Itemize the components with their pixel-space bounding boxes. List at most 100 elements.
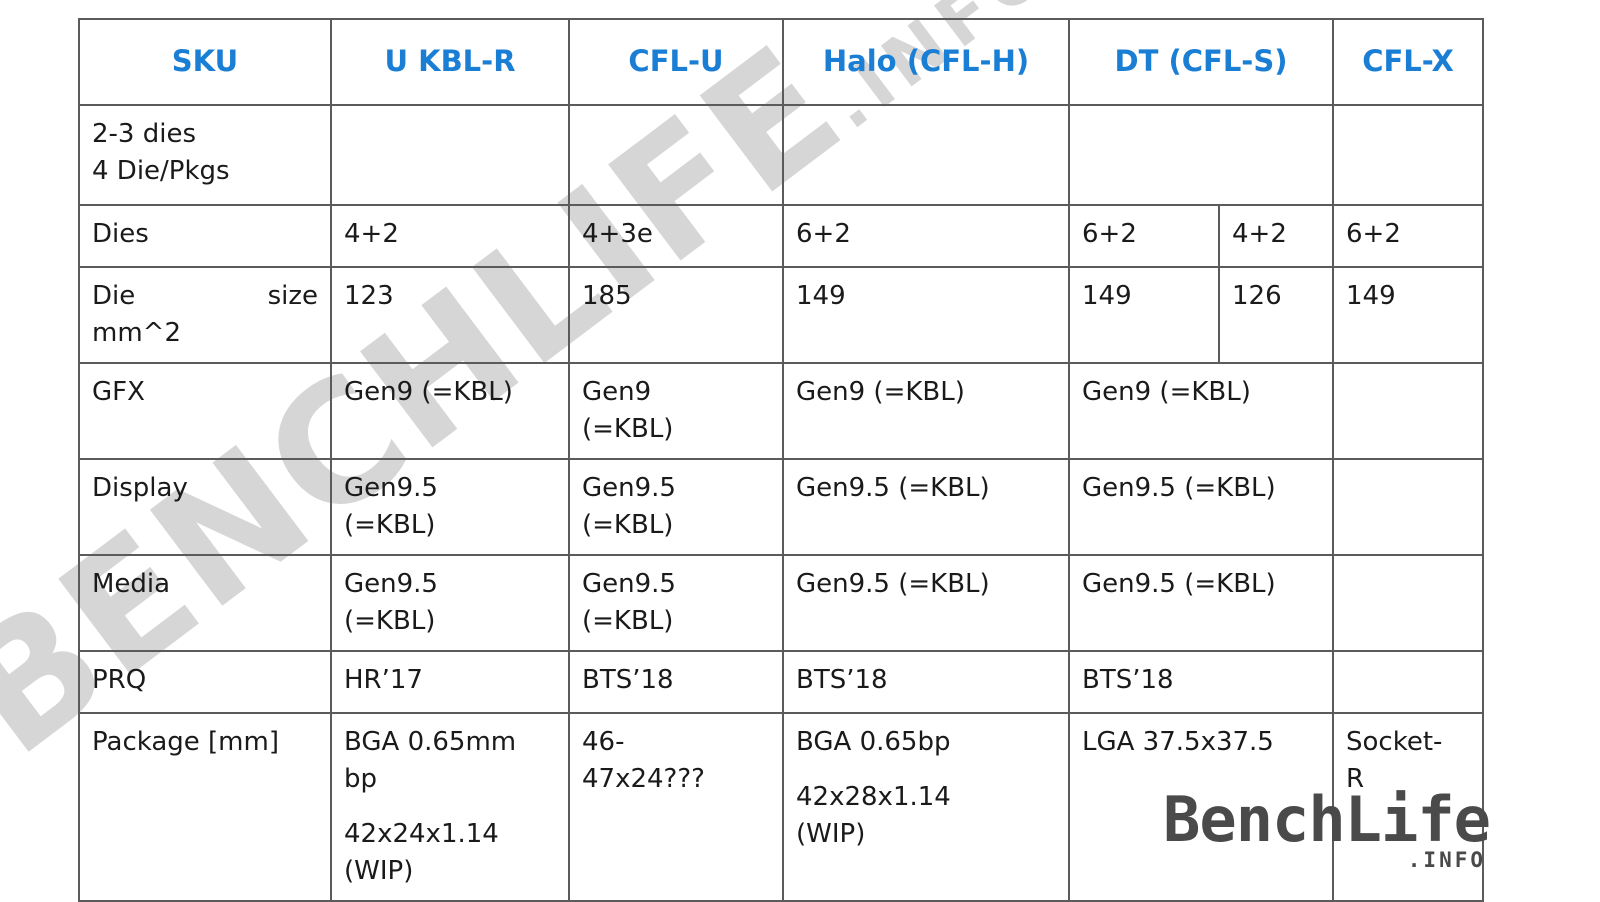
cell-display-cflx [1332, 458, 1485, 556]
row-label-dies-pkgs: 2-3 dies 4 Die/Pkgs [78, 104, 332, 206]
cell-line: 47x24??? [582, 763, 705, 794]
cell-dies-dt-a: 6+2 [1068, 204, 1220, 268]
cell-line: (=KBL) [344, 605, 436, 636]
cell-line: 123 [344, 281, 394, 311]
cell-line: Gen9.5 [344, 473, 438, 503]
column-header-cflu: CFL-U [568, 18, 784, 106]
cell-package-halo: BGA 0.65bp 42x28x1.14 (WIP) [782, 712, 1070, 902]
table-row: Die size mm^2 123 185 149 149 [78, 266, 1485, 364]
row-label-line: Media [92, 569, 171, 599]
cell-dies-pkgs-halo [782, 104, 1070, 206]
table-row: 2-3 dies 4 Die/Pkgs [78, 104, 1485, 206]
cell-line: 4+2 [344, 219, 399, 249]
row-label-line: Dies [92, 219, 149, 249]
cell-line: Gen9 (=KBL) [796, 377, 965, 407]
cell-line: R [1346, 763, 1365, 794]
column-header-dt: DT (CFL-S) [1067, 18, 1335, 106]
cell-die-size-dt-b: 126 [1217, 266, 1335, 364]
cell-line: Gen9.5 (=KBL) [1082, 473, 1276, 503]
row-label-package: Package [mm] [78, 712, 332, 902]
cell-dies-pkgs-dt [1067, 104, 1335, 206]
table-row: Display Gen9.5 (=KBL) Gen9.5 (=KBL) Gen9… [78, 458, 1485, 556]
row-label-line: Package [mm] [92, 727, 279, 757]
row-label-line: PRQ [92, 665, 147, 695]
cell-line: Gen9 (=KBL) [344, 377, 513, 407]
row-label-die-size: Die size mm^2 [78, 266, 332, 364]
cell-die-size-kblr: 123 [330, 266, 570, 364]
cell-line: 42x24x1.14 [344, 818, 499, 849]
cell-gfx-dt: Gen9 (=KBL) [1067, 362, 1335, 460]
cell-line: BTS’18 [1082, 665, 1174, 695]
cell-dies-pkgs-cflx [1332, 104, 1485, 206]
cell-line: Gen9.5 (=KBL) [1082, 569, 1276, 599]
cell-dies-halo: 6+2 [782, 204, 1070, 268]
row-label-part: Die [92, 281, 136, 311]
cell-dies-dt-b: 4+2 [1217, 204, 1335, 268]
row-label-dies: Dies [78, 204, 332, 268]
cell-line: 6+2 [1082, 219, 1137, 249]
cell-gfx-halo: Gen9 (=KBL) [782, 362, 1070, 460]
cell-line: BTS’18 [582, 665, 674, 695]
cell-dies-pkgs-cflu [568, 104, 784, 206]
cell-line: (WIP) [344, 855, 414, 886]
cell-line: BGA 0.65bp [796, 727, 951, 757]
cell-line: BTS’18 [796, 665, 888, 695]
spec-table-container: SKU U KBL-R CFL-U Halo (CFL-H) DT (CFL-S… [78, 18, 1485, 902]
row-label-line: mm^2 [92, 317, 181, 348]
cell-line: 4+3e [582, 219, 653, 249]
cell-line: (=KBL) [582, 413, 674, 444]
column-header-sku: SKU [78, 18, 332, 106]
cell-line: Gen9.5 (=KBL) [796, 569, 990, 599]
cell-media-cflu: Gen9.5 (=KBL) [568, 554, 784, 652]
table-row: Package [mm] BGA 0.65mm bp 42x24x1.14 (W… [78, 712, 1485, 902]
cell-line: Gen9.5 [582, 473, 676, 503]
cell-line: 126 [1232, 281, 1282, 311]
cell-dies-cflx: 6+2 [1332, 204, 1485, 268]
column-header-kblr: U KBL-R [330, 18, 570, 106]
row-label-line: 4 Die/Pkgs [92, 155, 230, 186]
row-label-line: Display [92, 473, 188, 503]
cell-display-kblr: Gen9.5 (=KBL) [330, 458, 570, 556]
cell-line: (=KBL) [582, 509, 674, 540]
row-label-line: 2-3 dies [92, 119, 196, 149]
cell-media-cflx [1332, 554, 1485, 652]
cell-dies-cflu: 4+3e [568, 204, 784, 268]
header-row: SKU U KBL-R CFL-U Halo (CFL-H) DT (CFL-S… [78, 18, 1485, 106]
cell-line: 185 [582, 281, 632, 311]
cell-line: 46- [582, 727, 625, 757]
cell-line: Gen9.5 (=KBL) [796, 473, 990, 503]
cell-line: 42x28x1.14 [796, 781, 951, 812]
row-label-gfx: GFX [78, 362, 332, 460]
cell-package-dt: LGA 37.5x37.5 [1067, 712, 1335, 902]
cell-line: Gen9.5 [582, 569, 676, 599]
cell-line: 149 [1346, 281, 1396, 311]
cell-line: HR’17 [344, 665, 423, 695]
cell-line: bp [344, 763, 378, 794]
table-row: Media Gen9.5 (=KBL) Gen9.5 (=KBL) Gen9.5… [78, 554, 1485, 652]
cell-die-size-dt-a: 149 [1068, 266, 1220, 364]
cell-media-kblr: Gen9.5 (=KBL) [330, 554, 570, 652]
row-label-media: Media [78, 554, 332, 652]
table-row: Dies 4+2 4+3e 6+2 6+2 4+2 6+2 [78, 204, 1485, 268]
cell-prq-dt: BTS’18 [1067, 650, 1335, 714]
cell-prq-cflx [1332, 650, 1485, 714]
cell-die-size-cflu: 185 [568, 266, 784, 364]
cell-display-cflu: Gen9.5 (=KBL) [568, 458, 784, 556]
cell-package-cflx: Socket- R [1332, 712, 1485, 902]
cell-prq-halo: BTS’18 [782, 650, 1070, 714]
row-label-prq: PRQ [78, 650, 332, 714]
cell-line: 4+2 [1232, 219, 1287, 249]
table-body: 2-3 dies 4 Die/Pkgs Dies 4+2 4+3e [78, 104, 1485, 902]
row-label-display: Display [78, 458, 332, 556]
row-label-line: Die size [92, 278, 318, 315]
cell-die-size-halo: 149 [782, 266, 1070, 364]
cell-prq-kblr: HR’17 [330, 650, 570, 714]
cell-prq-cflu: BTS’18 [568, 650, 784, 714]
cell-line: BGA 0.65mm [344, 727, 517, 757]
cell-package-kblr: BGA 0.65mm bp 42x24x1.14 (WIP) [330, 712, 570, 902]
cell-line: 6+2 [1346, 219, 1401, 249]
cell-line: 149 [796, 281, 846, 311]
cell-package-cflu: 46- 47x24??? [568, 712, 784, 902]
cell-gfx-cflx [1332, 362, 1485, 460]
cell-line: Gen9.5 [344, 569, 438, 599]
